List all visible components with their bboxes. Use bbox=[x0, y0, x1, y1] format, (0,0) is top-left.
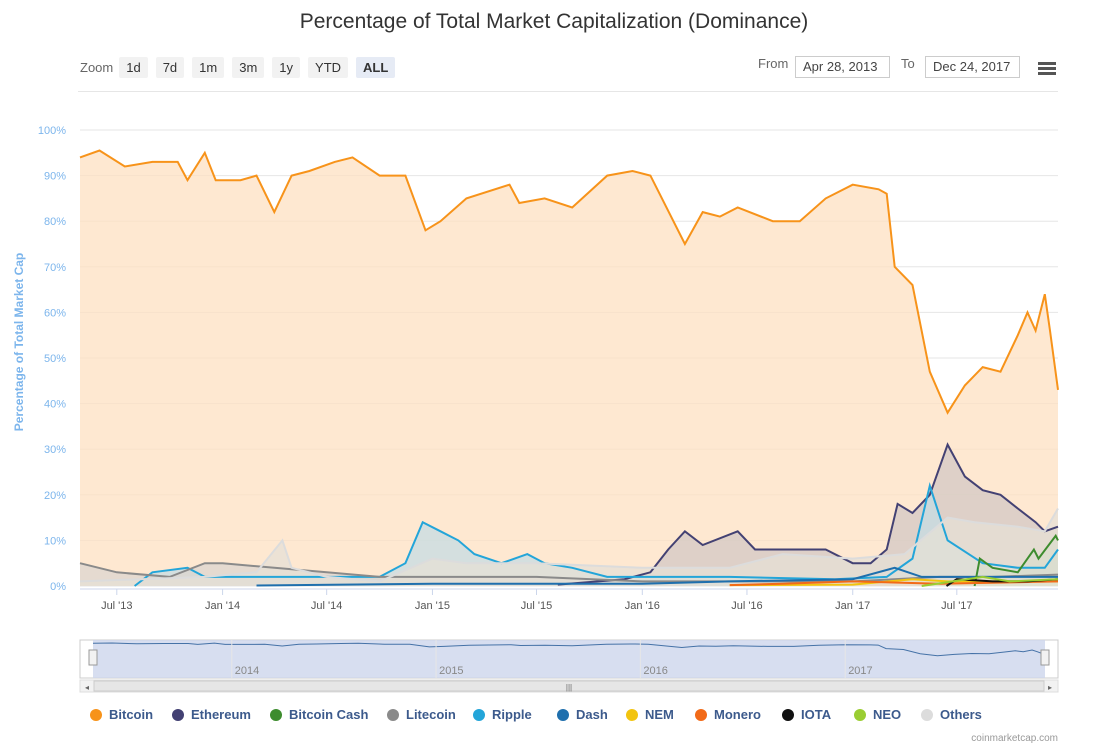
zoom-7d-button[interactable]: 7d bbox=[155, 56, 185, 78]
others-area bbox=[80, 508, 1058, 586]
y-tick-label: 70% bbox=[44, 262, 66, 274]
y-tick-label: 40% bbox=[44, 399, 66, 411]
y-tick-label: 30% bbox=[44, 444, 66, 456]
navigator-right-handle[interactable] bbox=[1040, 649, 1050, 666]
navigator-year-label: 2014 bbox=[235, 665, 259, 677]
scrollbar-grip-icon: ||| bbox=[566, 683, 572, 692]
zoom-controls: Zoom 1d 7d 1m 3m 1y YTD ALL bbox=[80, 56, 403, 78]
legend-marker-icon bbox=[695, 708, 707, 721]
legend: Bitcoin Ethereum Bitcoin Cash Litecoin Rippl… bbox=[0, 707, 1108, 727]
to-date-input[interactable]: Dec 24, 2017 bbox=[925, 56, 1020, 78]
others-line[interactable] bbox=[79, 507, 1059, 583]
chart-title: Percentage of Total Market Capitalizatio… bbox=[299, 10, 809, 33]
zoom-1m-button[interactable]: 1m bbox=[192, 56, 225, 78]
x-tick-label: Jan '14 bbox=[205, 600, 240, 612]
zoom-label: Zoom bbox=[80, 59, 114, 75]
scroll-left-icon[interactable]: ◂ bbox=[85, 683, 89, 692]
x-tick-label: Jul '15 bbox=[521, 600, 552, 612]
from-date-input[interactable]: Apr 28, 2013 bbox=[795, 56, 890, 78]
y-tick-label: 100% bbox=[38, 125, 66, 137]
y-tick-label: 60% bbox=[44, 307, 66, 319]
ripple-line[interactable] bbox=[133, 482, 1059, 587]
zoom-3m-button[interactable]: 3m bbox=[232, 56, 265, 78]
scroll-right-icon[interactable]: ▸ bbox=[1048, 683, 1052, 692]
legend-marker-icon bbox=[172, 708, 184, 721]
navigator-series-line bbox=[92, 642, 1046, 657]
x-tick-label: Jul '17 bbox=[941, 600, 972, 612]
legend-label: Litecoin bbox=[406, 707, 456, 722]
y-tick-label: 10% bbox=[44, 535, 66, 547]
legend-marker-icon bbox=[473, 708, 485, 721]
legend-label: Bitcoin bbox=[109, 707, 154, 722]
legend-marker-icon bbox=[782, 708, 794, 721]
legend-item-dash[interactable]: Dash bbox=[557, 707, 608, 722]
legend-marker-icon bbox=[557, 708, 569, 721]
navigator-year-label: 2015 bbox=[439, 665, 463, 677]
zoom-1d-button[interactable]: 1d bbox=[119, 56, 148, 78]
legend-marker-icon bbox=[854, 708, 866, 721]
monero-line[interactable] bbox=[729, 580, 1059, 587]
legend-label: Others bbox=[940, 707, 982, 722]
legend-marker-icon bbox=[387, 708, 399, 721]
legend-item-monero[interactable]: Monero bbox=[695, 707, 761, 722]
bitcoin-cash-line[interactable] bbox=[973, 533, 1059, 587]
legend-marker-icon bbox=[921, 708, 933, 721]
dash-line[interactable] bbox=[256, 566, 1059, 587]
legend-item-neo[interactable]: NEO bbox=[854, 707, 901, 722]
menu-icon[interactable] bbox=[1038, 62, 1056, 76]
legend-item-ethereum[interactable]: Ethereum bbox=[172, 707, 251, 722]
legend-label: Ethereum bbox=[191, 707, 251, 722]
divider bbox=[78, 91, 1058, 92]
legend-label: Monero bbox=[714, 707, 761, 722]
navigator-left-handle[interactable] bbox=[88, 649, 98, 666]
bitcoin-line[interactable] bbox=[79, 149, 1059, 415]
legend-label: NEO bbox=[873, 707, 902, 722]
y-tick-label: 90% bbox=[44, 171, 66, 183]
y-tick-label: 80% bbox=[44, 216, 66, 228]
x-tick-label: Jan '16 bbox=[625, 600, 660, 612]
x-tick-label: Jul '13 bbox=[101, 600, 132, 612]
legend-item-ripple[interactable]: Ripple bbox=[473, 707, 532, 722]
x-tick-label: Jan '17 bbox=[835, 600, 870, 612]
credit-link[interactable]: coinmarketcap.com bbox=[971, 733, 1058, 744]
navigator-selection[interactable] bbox=[93, 640, 1045, 678]
legend-label: Bitcoin Cash bbox=[289, 707, 369, 722]
neo-line[interactable] bbox=[921, 575, 1059, 587]
x-tick-label: Jan '15 bbox=[415, 600, 450, 612]
navigator[interactable]: 2014 2015 2016 2017 ◂ ▸ ||| bbox=[79, 639, 1059, 693]
scrollbar-thumb[interactable] bbox=[93, 680, 1045, 692]
zoom-all-button[interactable]: ALL bbox=[356, 56, 396, 78]
zoom-ytd-button[interactable]: YTD bbox=[308, 56, 349, 78]
legend-item-iota[interactable]: IOTA bbox=[782, 707, 831, 722]
bitcoin-area bbox=[80, 150, 1058, 586]
y-tick-label: 50% bbox=[44, 353, 66, 365]
to-label: To bbox=[901, 56, 915, 71]
y-axis-label: Percentage of Total Market Cap bbox=[12, 253, 26, 432]
legend-marker-icon bbox=[626, 708, 638, 721]
legend-label: NEM bbox=[645, 707, 674, 722]
navigator-year-label: 2016 bbox=[643, 665, 667, 677]
legend-item-bitcoin-cash[interactable]: Bitcoin Cash bbox=[270, 707, 368, 722]
y-tick-label: 0% bbox=[50, 581, 66, 593]
legend-item-others[interactable]: Others bbox=[921, 707, 982, 722]
legend-label: Dash bbox=[576, 707, 608, 722]
legend-marker-icon bbox=[270, 708, 282, 721]
legend-label: IOTA bbox=[801, 707, 832, 722]
legend-label: Ripple bbox=[492, 707, 532, 722]
y-tick-label: 20% bbox=[44, 490, 66, 502]
from-label: From bbox=[758, 56, 789, 71]
legend-item-bitcoin[interactable]: Bitcoin bbox=[90, 707, 153, 722]
legend-item-nem[interactable]: NEM bbox=[626, 707, 674, 722]
navigator-year-label: 2017 bbox=[848, 665, 872, 677]
x-tick-label: Jul '16 bbox=[731, 600, 762, 612]
legend-marker-icon bbox=[90, 708, 102, 721]
x-tick-label: Jul '14 bbox=[311, 600, 342, 612]
legend-item-litecoin[interactable]: Litecoin bbox=[387, 707, 456, 722]
zoom-1y-button[interactable]: 1y bbox=[272, 56, 301, 78]
chart-plot: 0% 10% 20% 30% 40% 50% 60% 70% 80% 90% 100% Jul '1… bbox=[12, 125, 1059, 693]
